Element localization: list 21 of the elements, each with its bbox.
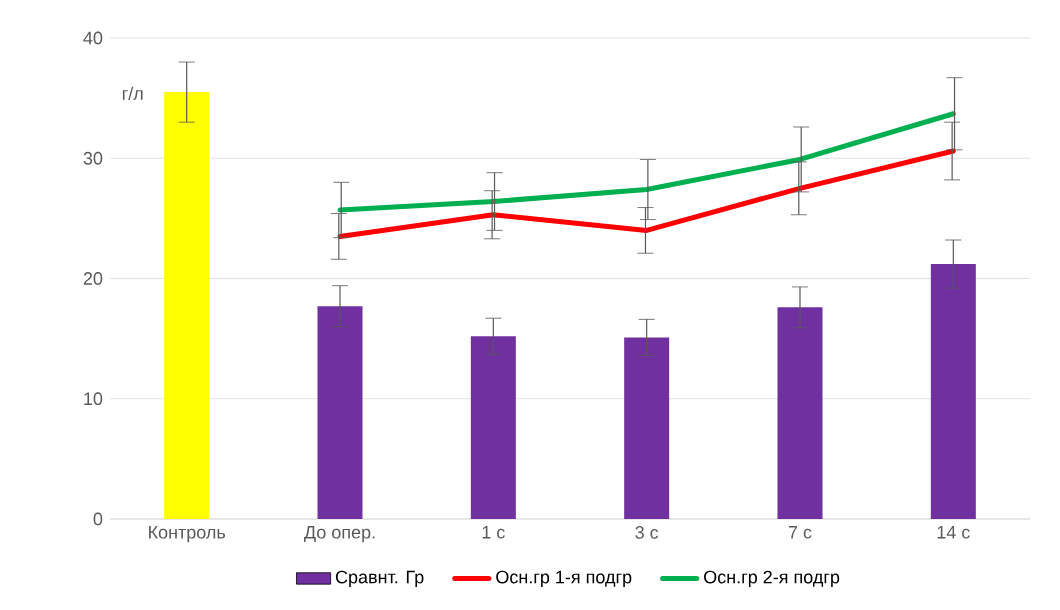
y-tick-label: 20 bbox=[83, 272, 103, 285]
x-tick-label: 3 с bbox=[635, 526, 659, 539]
y-tick-label: 0 bbox=[93, 512, 103, 526]
x-tick-label: До опер. bbox=[304, 526, 375, 543]
y-axis-title: г/л bbox=[122, 86, 143, 100]
legend-label: Осн.гр 2-я подгр bbox=[704, 570, 840, 587]
bar bbox=[317, 306, 363, 519]
y-tick-label: 10 bbox=[84, 392, 103, 406]
bar bbox=[164, 92, 210, 519]
x-tick-label: 1 с bbox=[482, 526, 505, 539]
bar bbox=[624, 337, 670, 519]
x-tick-label: 7 с bbox=[788, 526, 812, 539]
legend-label: Сравнт. Гр bbox=[335, 570, 424, 587]
bar bbox=[470, 336, 516, 519]
x-tick-label: 14 с bbox=[937, 526, 970, 539]
y-tick-label: 30 bbox=[83, 151, 103, 165]
y-tick-label: 40 bbox=[83, 31, 103, 45]
x-tick-label: Контроль bbox=[149, 526, 226, 543]
bar bbox=[930, 264, 976, 519]
bar bbox=[777, 307, 823, 519]
legend-label: Осн.гр 1-я подгр bbox=[496, 570, 632, 587]
